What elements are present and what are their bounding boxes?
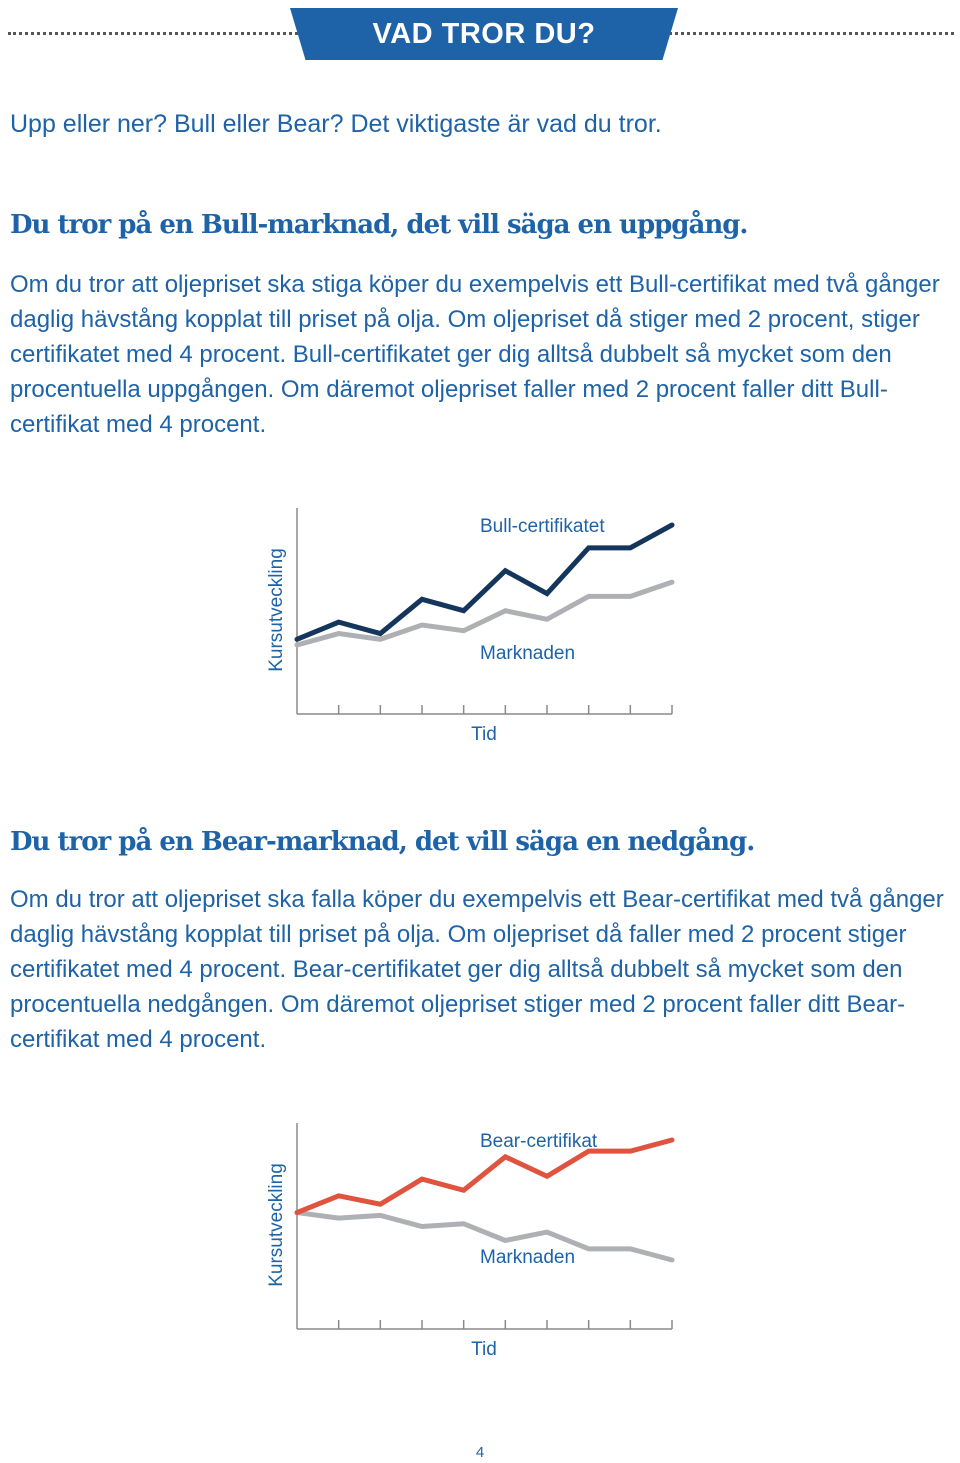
y-axis-label: Kursutveckling [266,548,287,672]
series-label-bear: Bear-certifikat [480,1131,598,1152]
page-number: 4 [475,1444,485,1461]
bear-chart-axes [296,1123,672,1330]
bear-heading: Du tror på en Bear-marknad, det vill säg… [10,827,755,857]
x-axis-label: Tid [471,1339,497,1360]
bull-paragraph: Om du tror att oljepriset ska stiga köpe… [10,271,940,438]
series-line-bull-certifikatet [294,522,675,642]
bull-heading: Du tror på en Bull-marknad, det vill säg… [10,210,748,240]
title-banner: VAD TROR DU? [290,8,678,60]
bear-paragraph: Om du tror att oljepriset ska falla köpe… [10,886,944,1053]
bear-chart: Kursutveckling Tid Bear-certifikat Markn… [266,1123,675,1360]
series-line-marknaden [294,1210,675,1263]
page-header: VAD TROR DU? [0,8,960,60]
dotted-rule-left [8,32,304,35]
x-axis-label: Tid [471,724,497,745]
series-label-market: Marknaden [480,643,575,664]
intro-text: Upp eller ner? Bull eller Bear? Det vikt… [10,110,662,138]
series-label-bull: Bull-certifikatet [480,516,605,537]
bear-chart-ticks [337,1320,673,1329]
dotted-rule-right [664,32,954,35]
page-title: VAD TROR DU? [372,17,596,50]
y-axis-label: Kursutveckling [266,1163,287,1287]
bull-chart-axes [296,508,672,715]
series-line-bear-certifikat [294,1137,675,1216]
series-line-marknaden [294,579,675,648]
bull-chart-ticks [337,705,673,714]
bear-chart-lines [294,1137,675,1263]
bull-chart: Kursutveckling Tid Bull-certifikatet Mar… [266,508,675,745]
series-label-market: Marknaden [480,1247,575,1268]
bull-chart-lines [294,522,675,648]
